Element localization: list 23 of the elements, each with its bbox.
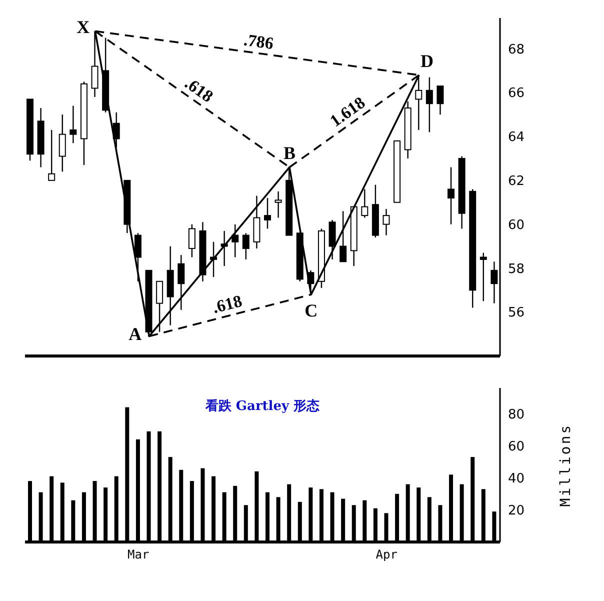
y-tick-label: 40 [508,471,525,486]
y-tick-label: 20 [508,504,525,519]
text: 看跌 Gartley 形态 [204,398,321,414]
y-tick-label: 80 [508,407,525,422]
x-tick-label: Apr [376,548,398,562]
y-tick-label: 68 [508,42,525,58]
y-tick-label: 64 [508,130,525,146]
y-tick-label: 56 [508,306,525,321]
y-tick-label: 58 [508,262,525,277]
annotation: A [128,324,142,344]
text: .618 [181,73,217,106]
y-tick-label: 62 [508,174,525,190]
x-tick-label: Mar [128,548,150,562]
y-tick-label: 66 [508,86,525,102]
annotation: X [76,17,90,38]
annotation: C [304,300,318,321]
text: .786 [242,30,275,54]
y-axis-title: Millions [558,423,574,507]
y-tick-label: 60 [508,218,525,233]
annotation: B [283,143,296,164]
y-tick-label: 60 [508,439,525,454]
annotation: D [420,51,434,72]
text: .618 [210,291,244,318]
